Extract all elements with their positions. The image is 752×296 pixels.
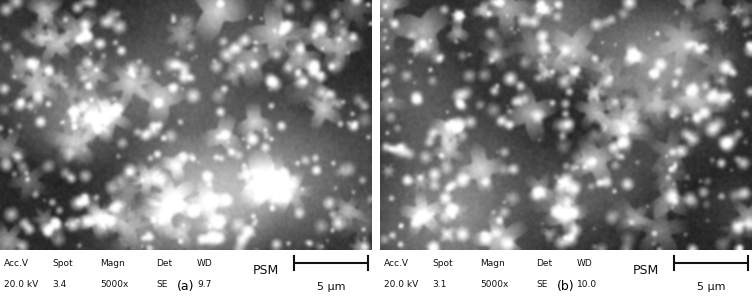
Text: 3.4: 3.4 [52,280,66,289]
Text: Acc.V: Acc.V [384,259,409,268]
Text: Det: Det [536,259,553,268]
Text: (a): (a) [177,280,195,293]
Text: 5 μm: 5 μm [317,282,345,292]
Text: 5 μm: 5 μm [697,282,726,292]
Text: 9.7: 9.7 [197,280,211,289]
Text: Magn: Magn [481,259,505,268]
Text: 5000x: 5000x [101,280,129,289]
Text: PSM: PSM [253,264,279,277]
Text: 20.0 kV: 20.0 kV [4,280,38,289]
Text: 3.1: 3.1 [432,280,447,289]
Text: Spot: Spot [432,259,453,268]
Text: Magn: Magn [101,259,125,268]
Text: SE: SE [536,280,547,289]
Text: SE: SE [156,280,168,289]
Text: 10.0: 10.0 [578,280,597,289]
Text: 20.0 kV: 20.0 kV [384,280,418,289]
Text: 5000x: 5000x [481,280,509,289]
Text: WD: WD [578,259,593,268]
Text: Spot: Spot [52,259,73,268]
Text: PSM: PSM [633,264,660,277]
Text: Acc.V: Acc.V [4,259,29,268]
Text: WD: WD [197,259,213,268]
Text: (b): (b) [557,280,575,293]
Text: Det: Det [156,259,172,268]
